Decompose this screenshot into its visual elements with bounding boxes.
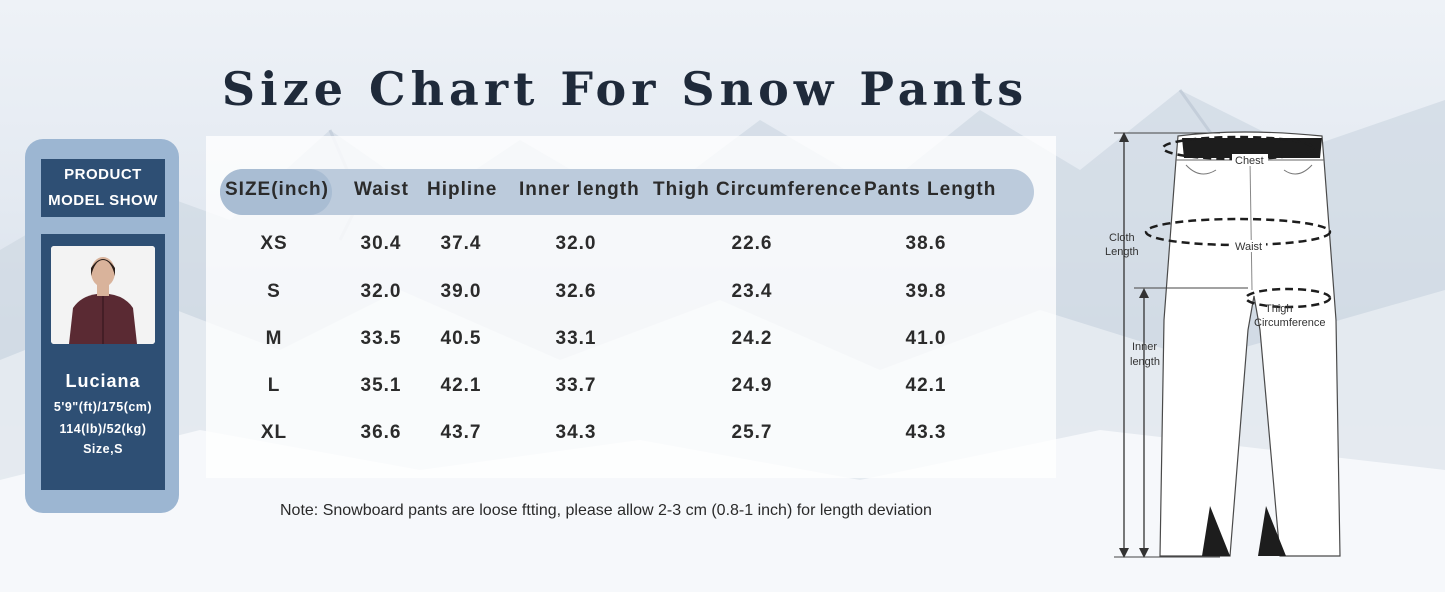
cell-hipline: 43.7 [440,422,482,443]
cell-waist: 30.4 [360,233,402,254]
model-size: Size,S [83,442,123,456]
cell-size: M [265,328,283,349]
cell-size: XS [260,233,288,254]
model-info-panel: Luciana 5'9"(ft)/175(cm) 114(lb)/52(kg) … [41,234,165,490]
size-header-pill [220,169,332,215]
header-inner-length: Inner length [519,179,640,200]
cell-thigh: 25.7 [731,422,773,443]
cell-thigh: 24.9 [731,375,773,396]
cell-thigh: 22.6 [731,233,773,254]
model-weight: 114(lb)/52(kg) [59,422,147,436]
cell-hipline: 39.0 [440,281,482,302]
diagram-label-length: Length [1105,246,1139,258]
cell-pants-length: 43.3 [905,422,947,443]
model-header-line1: PRODUCT [64,166,142,183]
model-name: Luciana [65,371,141,391]
cell-inner-length: 33.7 [555,375,597,396]
header-pants-length: Pants Length [864,179,997,200]
cell-inner-length: 34.3 [555,422,597,443]
diagram-label-inner: Inner [1132,341,1157,353]
model-card-header: PRODUCT MODEL SHOW [41,159,165,217]
cell-pants-length: 39.8 [905,281,947,302]
cell-pants-length: 38.6 [905,233,947,254]
cell-waist: 35.1 [360,375,402,396]
page-title: Size Chart For Snow Pants [221,62,1029,116]
size-table: SIZE(inch) Waist Hipline Inner length Th… [206,136,1056,478]
cell-pants-length: 42.1 [905,375,947,396]
cell-size: XL [260,422,288,443]
header-hipline: Hipline [427,179,498,200]
model-photo [51,246,155,344]
cell-hipline: 42.1 [440,375,482,396]
cell-inner-length: 32.0 [555,233,597,254]
cell-thigh: 24.2 [731,328,773,349]
header-size: SIZE(inch) [225,179,329,200]
cell-waist: 32.0 [360,281,402,302]
diagram-label-thigh: Thigh [1265,303,1293,315]
pants-measurement-diagram: Chest Cloth Length Waist Thigh Circumfer… [1105,131,1341,558]
cell-size: L [267,375,281,396]
cell-inner-length: 33.1 [555,328,597,349]
cell-thigh: 23.4 [731,281,773,302]
cell-hipline: 37.4 [440,233,482,254]
diagram-label-circumference: Circumference [1254,317,1326,329]
cell-hipline: 40.5 [440,328,482,349]
header-thigh-circumference: Thigh Circumference [653,179,863,200]
diagram-label-waist: Waist [1235,241,1262,253]
cell-waist: 33.5 [360,328,402,349]
model-card: PRODUCT MODEL SHOW Luciana 5'9"(ft)/175(… [25,139,179,513]
diagram-label-inner-length: length [1130,356,1160,368]
table-header-bar [220,169,1034,215]
cell-inner-length: 32.6 [555,281,597,302]
header-waist: Waist [354,179,409,200]
model-header-line2: MODEL SHOW [48,192,158,209]
cell-waist: 36.6 [360,422,402,443]
diagram-label-chest: Chest [1235,155,1264,167]
diagram-label-cloth: Cloth [1109,232,1135,244]
fit-note: Note: Snowboard pants are loose ftting, … [280,502,932,519]
cell-size: S [267,281,281,302]
cell-pants-length: 41.0 [905,328,947,349]
model-height: 5'9"(ft)/175(cm) [53,400,153,414]
